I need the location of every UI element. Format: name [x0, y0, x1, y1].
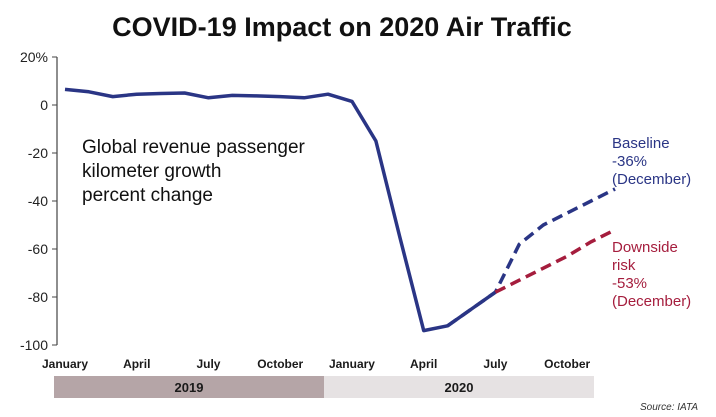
chart-note: Global revenue passenger kilometer growt… [82, 137, 306, 206]
x-tick-label-4: January [329, 357, 375, 371]
note-line-1: Global revenue passenger [82, 137, 306, 158]
year-label-2019: 2019 [175, 380, 204, 395]
y-tick-label-1: 0 [40, 97, 48, 113]
year-band-2020 [324, 376, 594, 398]
series-lines [64, 87, 616, 333]
downside-value: -53% [612, 275, 647, 292]
downside-month: (December) [612, 293, 691, 310]
y-tick-label-2: -20 [28, 145, 48, 161]
year-label-2020: 2020 [445, 380, 474, 395]
baseline-label: Baseline [612, 135, 670, 152]
x-tick-label-2: July [196, 357, 220, 371]
chart-title: COVID-19 Impact on 2020 Air Traffic [112, 12, 572, 42]
y-tick-label-4: -60 [28, 241, 48, 257]
x-tick-label-1: April [123, 357, 150, 371]
x-tick-label-5: April [410, 357, 437, 371]
x-tick-label-6: July [483, 357, 507, 371]
x-tick-label-3: October [257, 357, 303, 371]
note-line-3: percent change [82, 185, 213, 206]
baseline-month: (December) [612, 171, 691, 188]
y-tick-label-5: -80 [28, 289, 48, 305]
x-tick-label-7: October [544, 357, 590, 371]
note-line-2: kilometer growth [82, 161, 221, 182]
downside-annotation: Downside risk -53% (December) [612, 239, 691, 310]
series-line-downside-risk [494, 228, 616, 294]
x-ticks: January April July October January April July O… [42, 357, 591, 371]
y-tick-label-6: -100 [20, 337, 48, 353]
series-line-baseline [446, 187, 616, 328]
y-ticks: 20% 0 -20 -40 -60 -80 -100 [20, 49, 57, 353]
baseline-value: -36% [612, 153, 647, 170]
baseline-annotation: Baseline -36% (December) [612, 135, 691, 188]
x-tick-label-0: January [42, 357, 88, 371]
series-line-actual [64, 87, 497, 333]
y-tick-label-3: -40 [28, 193, 48, 209]
y-tick-label-0: 20% [20, 49, 48, 65]
downside-label: Downside [612, 239, 678, 256]
year-band-2019 [54, 376, 324, 398]
downside-label-2: risk [612, 257, 636, 274]
source-note: Source: IATA [640, 402, 698, 413]
